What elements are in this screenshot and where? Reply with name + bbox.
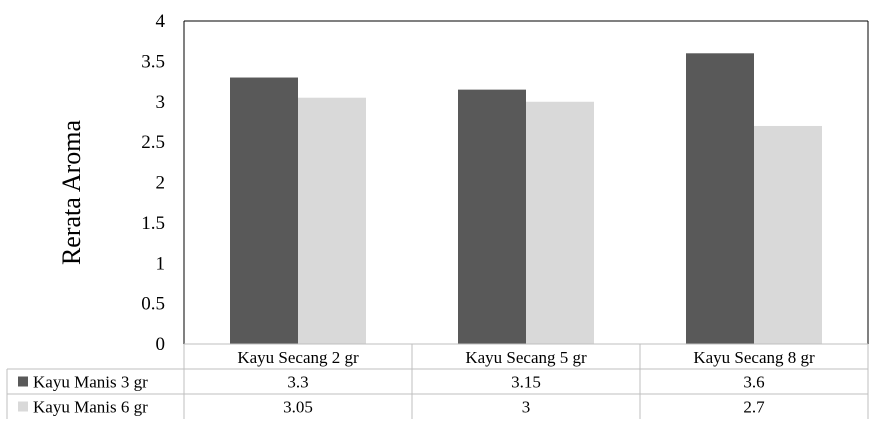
- legend-swatch: [18, 401, 28, 412]
- legend-swatch: [18, 376, 28, 387]
- data-table: Kayu Secang 2 gr Kayu Secang 5 gr Kayu Sec…: [6, 343, 869, 419]
- legend-label: Kayu Manis 6 gr: [33, 398, 148, 417]
- bar: [754, 125, 822, 344]
- data-table-value: 3.15: [511, 373, 541, 392]
- data-table-value: 3.6: [743, 373, 764, 392]
- bar: [526, 101, 594, 344]
- bar: [298, 97, 366, 345]
- bar: [230, 77, 298, 345]
- y-axis-label: Rerata Aroma: [57, 119, 86, 265]
- y-tick-label: 3.5: [141, 51, 165, 72]
- x-category-label: Kayu Secang 2 gr: [237, 348, 359, 367]
- bars: [230, 53, 822, 345]
- legend-label: Kayu Manis 3 gr: [33, 373, 148, 392]
- data-table-value: 3: [522, 398, 531, 417]
- bar: [458, 89, 526, 344]
- y-tick-labels: 0 0.5 1 1.5 2 2.5 3 3.5 4: [141, 11, 165, 355]
- y-tick-label: 3: [156, 92, 166, 113]
- y-tick-label: 2: [156, 173, 166, 194]
- data-table-value: 3.3: [287, 373, 308, 392]
- bar: [686, 53, 754, 345]
- y-tick-label: 0.5: [141, 294, 165, 315]
- x-category-label: Kayu Secang 5 gr: [465, 348, 587, 367]
- data-table-value: 3.05: [283, 398, 313, 417]
- y-tick-label: 0: [156, 334, 166, 355]
- y-tick-label: 4: [156, 11, 166, 32]
- y-tick-label: 2.5: [141, 132, 165, 153]
- y-tick-label: 1: [156, 253, 166, 274]
- y-axis-title-group: Rerata Aroma: [57, 119, 86, 265]
- y-tick-label: 1.5: [141, 213, 165, 234]
- data-table-value: 2.7: [743, 398, 765, 417]
- x-category-label: Kayu Secang 8 gr: [693, 348, 815, 367]
- chart-axes: [183, 20, 869, 344]
